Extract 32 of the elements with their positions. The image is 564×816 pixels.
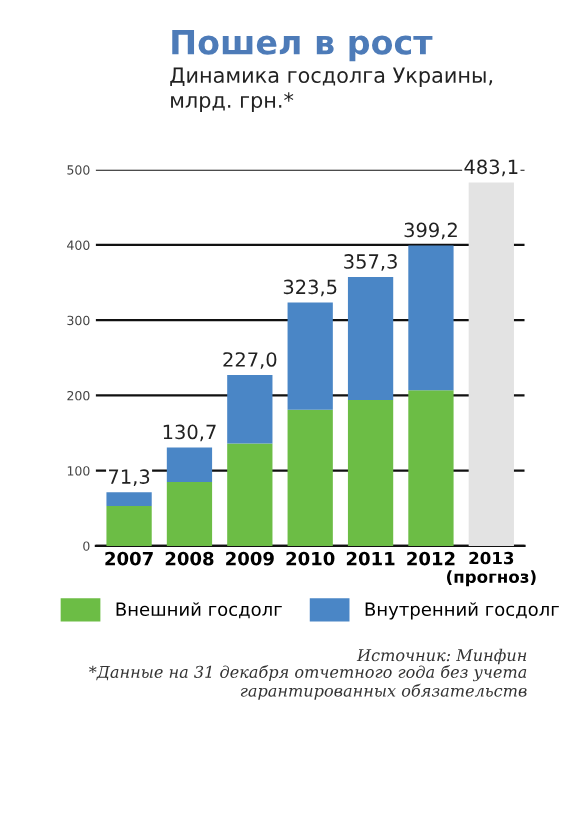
bar [166, 481, 213, 546]
chart-subtitle: Динамика госдолга Украины, млрд. грн.* [170, 67, 493, 112]
bar [408, 390, 454, 546]
x-tick-label: 2012 [407, 551, 455, 566]
x-tick-label: 2007 [105, 551, 153, 566]
bar [347, 399, 394, 546]
bar [408, 245, 454, 391]
chart-title: Пошел в рост [172, 29, 433, 62]
bar [106, 492, 152, 507]
legend-label: Внутренний госдолг [365, 602, 559, 620]
total-label: 323,5 [283, 279, 337, 297]
text: Источник: Минфин [356, 648, 527, 665]
total-label: 227,0 [223, 352, 277, 369]
bar [468, 182, 514, 546]
x-tick-label: 2011 [346, 551, 395, 566]
total-label: 483,1 [464, 159, 518, 177]
total-label: 71,3 [109, 469, 150, 486]
total-label: 357,3 [344, 254, 397, 271]
bar [227, 375, 273, 444]
bar [287, 302, 333, 410]
bar [227, 443, 273, 546]
x-tick-label: 2008 [165, 551, 214, 566]
total-label: 130,7 [163, 424, 216, 442]
total-label: 399,2 [404, 222, 457, 240]
x-tick-label: 2010 [286, 551, 335, 566]
bar [106, 506, 152, 546]
legend-label: Внешний госдолг [116, 602, 282, 619]
bar [347, 277, 394, 400]
bar [166, 447, 213, 482]
bar [287, 409, 333, 546]
text: *Данные на 31 декабря отчетного года без учета гарантированных обязательств [89, 665, 527, 700]
x-tick-label: 2009 [226, 551, 274, 566]
